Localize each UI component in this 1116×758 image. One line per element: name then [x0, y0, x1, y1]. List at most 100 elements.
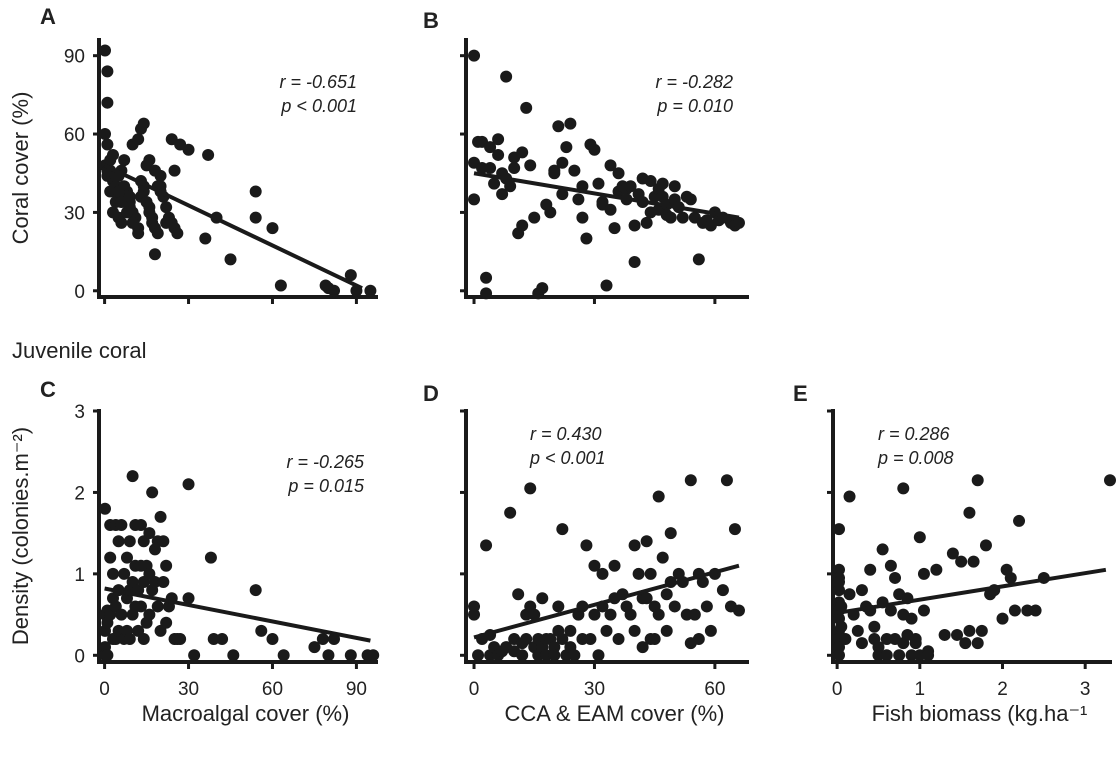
- scatter-point: [146, 486, 159, 499]
- scatter-points: [99, 470, 380, 662]
- scatter-point: [640, 216, 653, 229]
- scatter-point: [963, 506, 976, 519]
- scatter-point: [101, 96, 114, 109]
- scatter-point: [604, 159, 617, 172]
- scatter-point: [696, 576, 709, 589]
- scatter-point: [652, 490, 665, 503]
- scatter-point: [564, 624, 577, 637]
- scatter-point: [480, 539, 493, 552]
- y-tick-label: 30: [64, 203, 85, 224]
- scatter-point: [151, 600, 164, 613]
- scatter-point: [584, 633, 597, 646]
- scatter-point: [843, 490, 856, 503]
- scatter-point: [255, 624, 268, 637]
- stat-r-annotation: r = -0.282: [655, 72, 733, 92]
- scatter-point: [580, 232, 593, 245]
- scatter-point: [596, 195, 609, 208]
- scatter-point: [688, 608, 701, 621]
- scatter-point: [472, 649, 485, 662]
- scatter-point: [872, 649, 885, 662]
- scatter-point: [692, 253, 705, 266]
- scatter-point: [512, 588, 525, 601]
- scatter-point: [880, 649, 893, 662]
- scatter-point: [588, 559, 601, 572]
- scatter-point: [1008, 604, 1021, 617]
- trend-line: [473, 171, 740, 220]
- scatter-point: [913, 531, 926, 544]
- scatter-point: [148, 248, 161, 261]
- scatter-point: [556, 188, 569, 201]
- scatter-point: [951, 628, 964, 641]
- scatter-point: [488, 177, 501, 190]
- scatter-point: [328, 284, 341, 297]
- scatter-point: [160, 616, 173, 629]
- scatter-point: [322, 649, 335, 662]
- scatter-point: [676, 211, 689, 224]
- scatter-point: [99, 502, 111, 515]
- scatter-point: [160, 201, 173, 214]
- scatter-point: [364, 284, 377, 297]
- scatter-point: [266, 222, 279, 235]
- scatter-point: [660, 624, 673, 637]
- stat-r-annotation: r = -0.651: [279, 72, 357, 92]
- scatter-point: [835, 600, 848, 613]
- scatter-point: [917, 604, 930, 617]
- stat-p-annotation: p < 0.001: [280, 96, 357, 116]
- scatter-point: [174, 633, 187, 646]
- trend-line: [103, 163, 363, 290]
- scatter-point: [516, 146, 529, 159]
- scatter-point: [508, 162, 521, 174]
- scatter-point: [963, 624, 976, 637]
- scatter-point: [118, 567, 131, 580]
- scatter-point: [104, 551, 117, 564]
- scatter-point: [115, 519, 128, 532]
- scatter-point: [516, 219, 529, 232]
- scatter-point: [971, 474, 984, 487]
- scatter-point: [500, 70, 513, 83]
- y-tick-label: 2: [74, 483, 85, 504]
- trend-line: [473, 563, 740, 640]
- scatter-point: [608, 222, 621, 235]
- scatter-point: [344, 649, 357, 662]
- scatter-point: [496, 188, 509, 201]
- scatter-point: [833, 649, 845, 662]
- scatter-point: [664, 211, 677, 224]
- scatter-point: [864, 563, 877, 576]
- scatter-point: [835, 620, 848, 633]
- scatter-point: [148, 576, 161, 589]
- scatter-point: [975, 624, 988, 637]
- scatter-point: [979, 539, 992, 552]
- stat-p-annotation: p = 0.015: [287, 476, 365, 496]
- panel-letter: D: [423, 381, 439, 406]
- panel-letter: E: [793, 381, 808, 406]
- scatter-point: [548, 649, 561, 662]
- scatter-point: [640, 592, 653, 605]
- scatter-point: [684, 474, 697, 487]
- scatter-point: [137, 117, 150, 130]
- scatter-point: [851, 624, 864, 637]
- scatter-point: [897, 482, 910, 495]
- stat-p-annotation: p < 0.001: [529, 448, 606, 468]
- scatter-point: [876, 543, 889, 556]
- panel-a: A 0 30 60 90 Coral cover (%) r = -0.651 p < 0.0…: [8, 4, 378, 304]
- scatter-point: [628, 219, 641, 232]
- scatter-point: [199, 232, 212, 245]
- scatter-point: [604, 608, 617, 621]
- scatter-point: [880, 633, 893, 646]
- trend-line: [836, 567, 1107, 615]
- scatter-point: [126, 470, 139, 483]
- stat-p-annotation: p = 0.008: [877, 448, 954, 468]
- panel-letter: A: [40, 4, 56, 29]
- scatter-point: [468, 600, 481, 613]
- scatter-point: [277, 649, 290, 662]
- scatter-point: [624, 180, 637, 193]
- scatter-point: [528, 608, 541, 621]
- scatter-point: [171, 227, 184, 240]
- scatter-point: [640, 535, 653, 548]
- scatter-point: [492, 133, 505, 146]
- scatter-point: [889, 571, 902, 584]
- scatter-point: [628, 256, 641, 269]
